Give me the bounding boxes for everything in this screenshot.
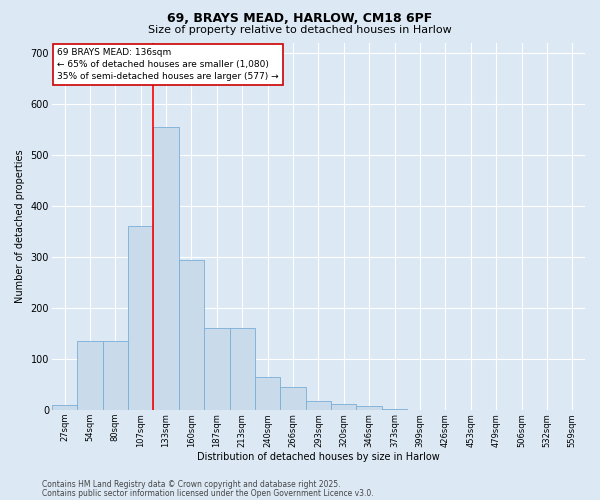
Bar <box>331 404 356 410</box>
Bar <box>52 405 77 410</box>
Bar <box>382 408 407 410</box>
X-axis label: Distribution of detached houses by size in Harlow: Distribution of detached houses by size … <box>197 452 440 462</box>
Text: Contains public sector information licensed under the Open Government Licence v3: Contains public sector information licen… <box>42 488 374 498</box>
Bar <box>204 328 230 410</box>
Text: 69, BRAYS MEAD, HARLOW, CM18 6PF: 69, BRAYS MEAD, HARLOW, CM18 6PF <box>167 12 433 26</box>
Bar <box>255 377 280 410</box>
Text: Size of property relative to detached houses in Harlow: Size of property relative to detached ho… <box>148 25 452 35</box>
Bar <box>128 226 154 410</box>
Text: 69 BRAYS MEAD: 136sqm
← 65% of detached houses are smaller (1,080)
35% of semi-d: 69 BRAYS MEAD: 136sqm ← 65% of detached … <box>57 48 279 80</box>
Y-axis label: Number of detached properties: Number of detached properties <box>15 150 25 303</box>
Text: Contains HM Land Registry data © Crown copyright and database right 2025.: Contains HM Land Registry data © Crown c… <box>42 480 341 489</box>
Bar <box>154 127 179 410</box>
Bar <box>179 260 204 410</box>
Bar <box>280 387 306 410</box>
Bar <box>306 401 331 410</box>
Bar <box>356 406 382 410</box>
Bar <box>103 341 128 410</box>
Bar <box>230 328 255 410</box>
Bar <box>77 341 103 410</box>
